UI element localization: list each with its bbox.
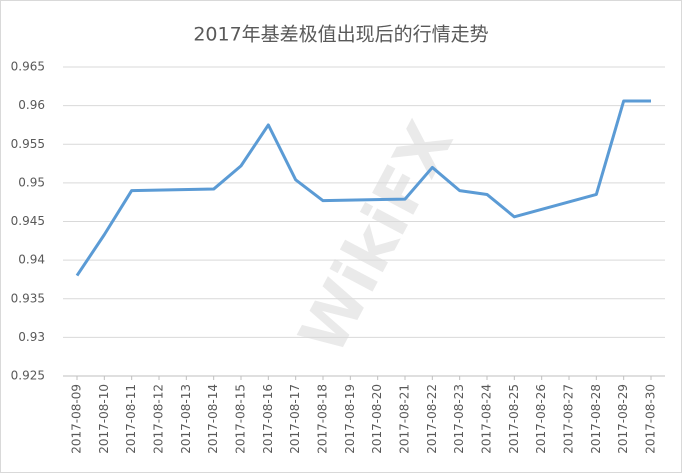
x-tick-label: 2017-08-19 (343, 384, 357, 454)
x-tick-label: 2017-08-14 (206, 384, 220, 454)
x-tick-label: 2017-08-09 (70, 384, 84, 454)
y-tick-label: 0.935 (11, 291, 45, 305)
y-tick-label: 0.965 (11, 60, 45, 74)
x-tick-label: 2017-08-30 (644, 384, 658, 454)
x-tick-label: 2017-08-15 (234, 384, 248, 454)
x-tick-label: 2017-08-17 (288, 384, 302, 454)
x-tick-label: 2017-08-10 (97, 384, 111, 454)
x-tick-label: 2017-08-25 (507, 384, 521, 454)
line-series (75, 99, 651, 277)
x-tick-label: 2017-08-16 (261, 384, 275, 454)
x-tick-label: 2017-08-29 (616, 384, 630, 454)
x-tick-label: 2017-08-22 (425, 384, 439, 454)
x-tick-label: 2017-08-24 (480, 384, 494, 454)
x-tick-label: 2017-08-27 (562, 384, 576, 454)
x-tick-label: 2017-08-13 (179, 384, 193, 454)
x-tick-label: 2017-08-12 (152, 384, 166, 454)
x-tick-label: 2017-08-23 (452, 384, 466, 454)
y-tick-label: 0.925 (11, 369, 45, 383)
y-tick-label: 0.94 (18, 253, 45, 267)
chart-title: 2017年基差极值出现后的行情走势 (193, 24, 488, 46)
x-tick-label: 2017-08-20 (370, 384, 384, 454)
x-tick-label: 2017-08-11 (124, 384, 138, 454)
x-tick-label: 2017-08-28 (589, 384, 603, 454)
x-tick-label: 2017-08-18 (316, 384, 330, 454)
y-tick-label: 0.93 (18, 330, 45, 344)
y-tick-label: 0.96 (18, 98, 45, 112)
y-tick-label: 0.955 (11, 137, 45, 151)
y-tick-label: 0.95 (18, 175, 45, 189)
y-tick-label: 0.945 (11, 214, 45, 228)
x-tick-label: 2017-08-26 (534, 384, 548, 454)
x-tick-label: 2017-08-21 (398, 384, 412, 454)
